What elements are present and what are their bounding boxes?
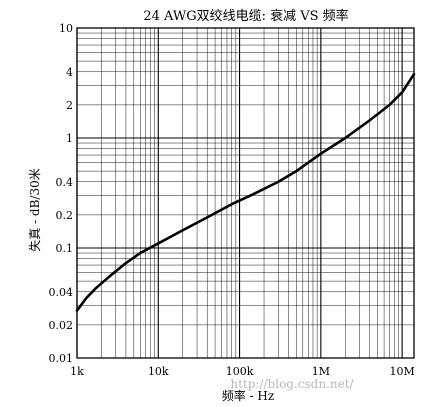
x-tick-label: 100k [226,365,254,378]
plot-series [75,72,416,312]
y-tick-label: 4 [66,66,73,79]
watermark: http://blog.csdn.net/ [230,377,354,391]
x-tick-label: 1k [70,365,84,378]
chart-title: 24 AWG双绞线电缆: 衰减 VS 频率 [143,8,348,24]
x-tick-label: 10M [389,365,414,378]
y-axis-label: 失真 - dB/30米 [27,168,42,252]
y-tick-label: 0.01 [49,352,74,365]
x-tick-label: 1M [312,365,330,378]
grid [76,27,414,359]
y-tick-label: 0.02 [49,319,74,332]
x-axis-label: 频率 - Hz [222,388,274,403]
y-tick-label: 2 [66,99,73,112]
x-tick-label: 10k [148,365,169,378]
y-tick-label: 0.2 [56,209,74,222]
y-tick-label: 1 [66,132,73,145]
y-tick-label: 0.04 [49,286,74,299]
attenuation-line [75,72,416,312]
tick-labels: 1k 10k 100k 1M 10M 0.01 0.02 0.04 0.1 0.2 0.4 1 2 4 10 [49,22,415,378]
y-tick-label: 10 [59,22,73,35]
y-tick-label: 0.4 [56,176,74,189]
y-tick-label: 0.1 [56,242,74,255]
plot-frame [76,27,415,359]
